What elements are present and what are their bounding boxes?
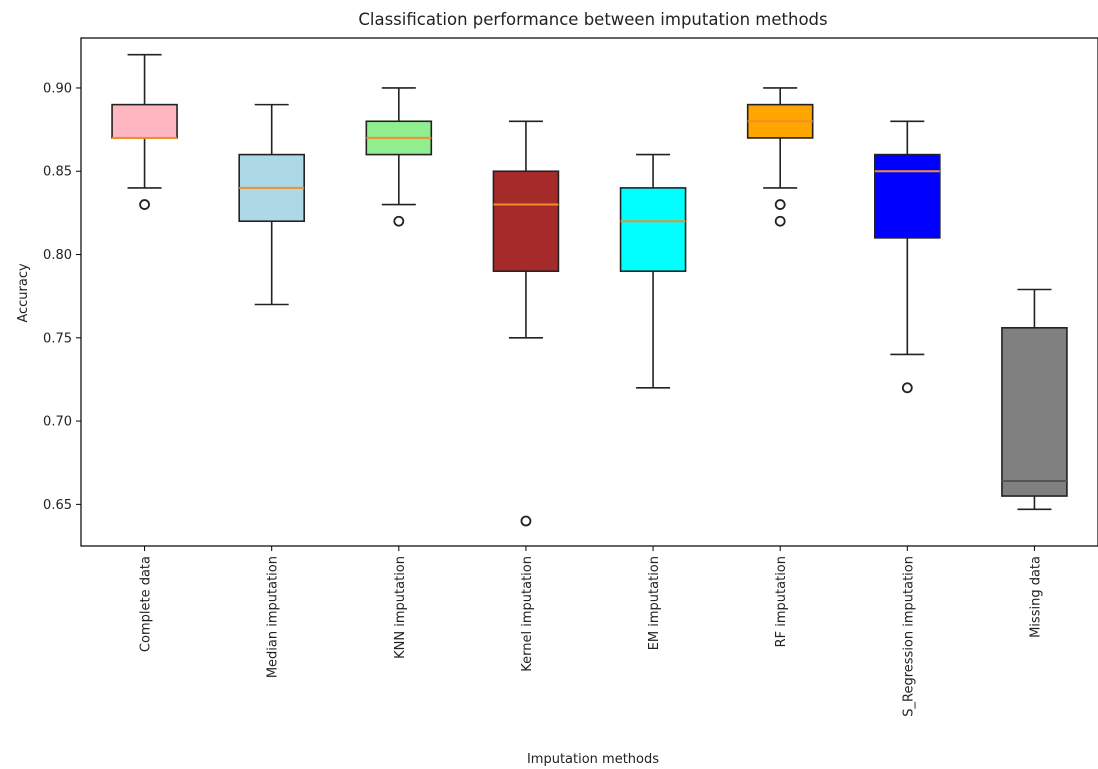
y-tick-label: 0.80	[43, 248, 72, 263]
y-tick-label: 0.75	[43, 331, 72, 346]
box-em-imputation	[619, 187, 687, 272]
outlier-point	[520, 515, 532, 527]
x-axis-label: Imputation methods	[527, 752, 659, 767]
x-tick-label-s-regression-imputation: S_Regression imputation	[901, 556, 916, 717]
x-tick-label-missing-data: Missing data	[1028, 556, 1043, 638]
outlier-point	[774, 199, 786, 210]
box-missing-data	[1001, 327, 1068, 497]
box-kernel-imputation	[492, 170, 560, 272]
x-tick-label-knn-imputation: KNN imputation	[393, 556, 408, 659]
x-tick-label-complete-data: Complete data	[139, 556, 154, 652]
y-tick-label: 0.65	[43, 498, 72, 513]
y-axis-label: Accuracy	[16, 263, 31, 323]
y-tick-label: 0.70	[43, 415, 72, 430]
outlier-point	[774, 215, 786, 227]
outlier-point	[393, 215, 405, 227]
x-tick-label-kernel-imputation: Kernel imputation	[520, 556, 535, 672]
outlier-point	[139, 199, 150, 210]
plot-area: 0.65 0.70 0.75 0.80 0.85 0.90 Complete data Med…	[43, 37, 1098, 717]
x-tick-label-em-imputation: EM imputation	[647, 556, 662, 650]
y-tick-label: 0.85	[43, 165, 72, 180]
chart-title: Classification performance between imput…	[358, 10, 827, 29]
plot-frame	[80, 37, 1098, 547]
x-tick-label-median-imputation: Median imputation	[266, 556, 281, 678]
box-complete-data	[111, 103, 178, 139]
y-tick-label: 0.90	[43, 81, 72, 96]
outlier-point	[901, 382, 913, 394]
x-tick-label-rf-imputation: RF imputation	[774, 556, 789, 647]
box-s-regression-imputation	[874, 153, 941, 239]
